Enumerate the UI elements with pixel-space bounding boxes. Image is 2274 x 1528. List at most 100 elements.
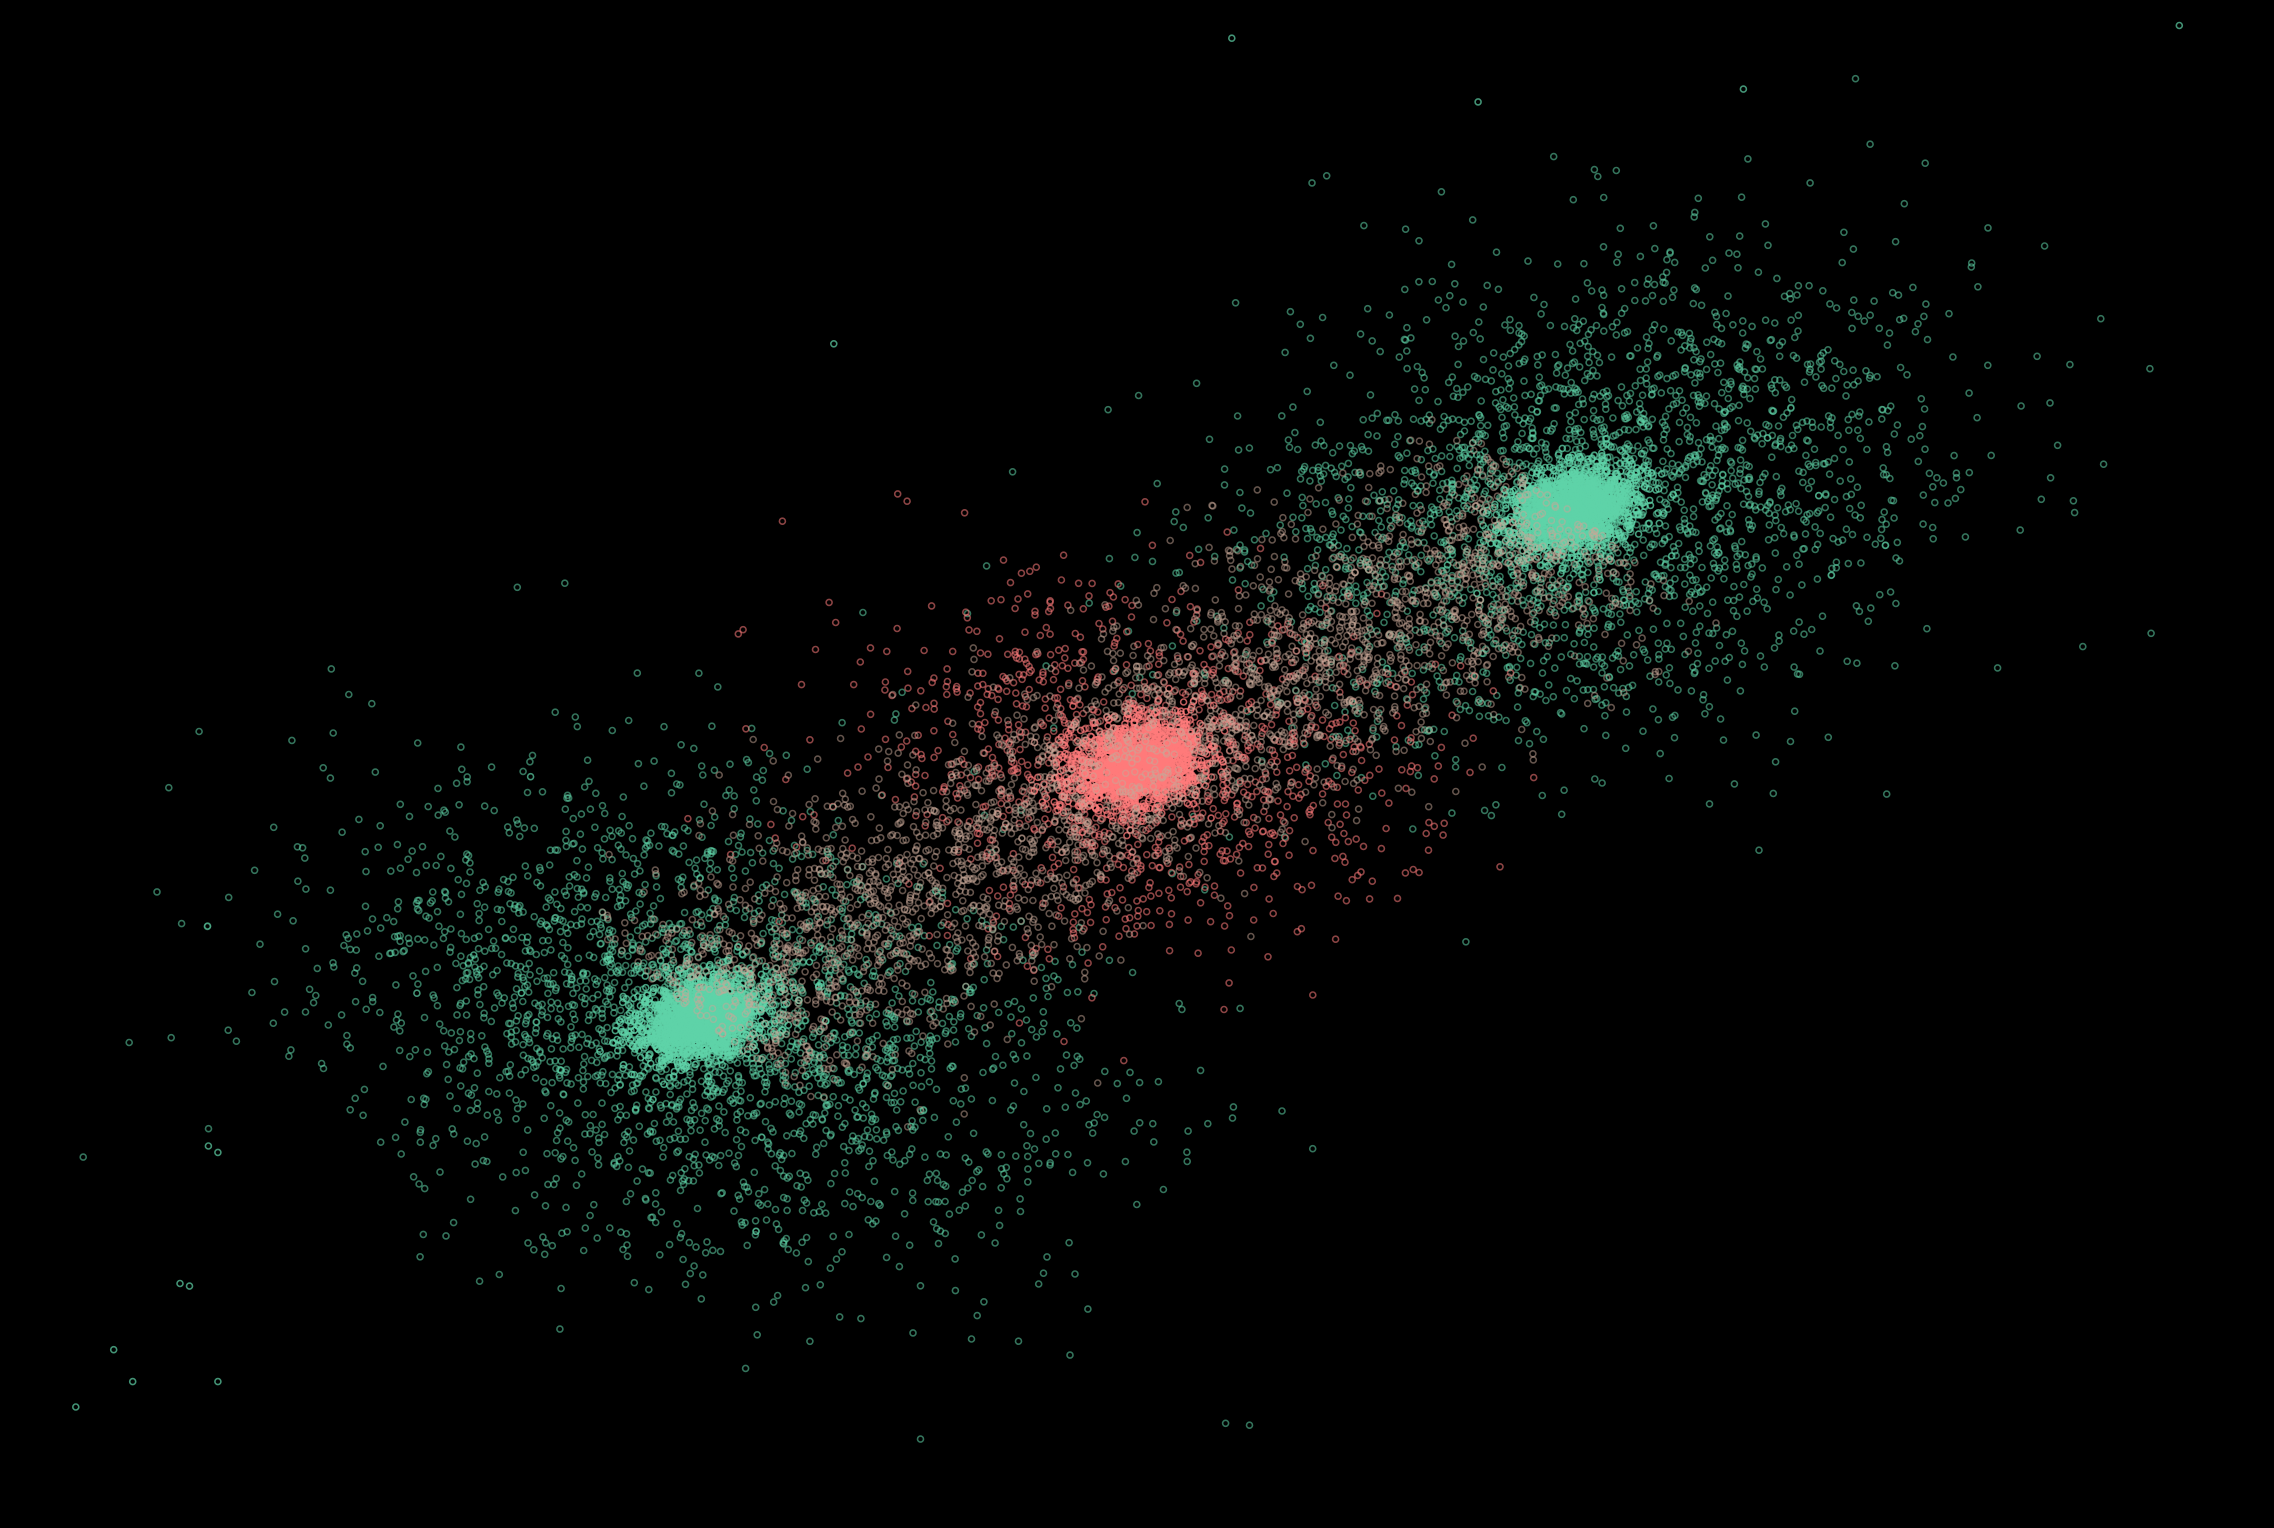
scatter-point bbox=[437, 852, 445, 861]
scatter-point bbox=[630, 870, 639, 878]
scatter-point bbox=[395, 1027, 404, 1035]
scatter-point bbox=[710, 1125, 719, 1133]
scatter-point bbox=[1071, 1089, 1080, 1097]
scatter-point bbox=[580, 1052, 589, 1061]
scatter-point bbox=[1876, 590, 1884, 599]
scatter-point bbox=[355, 815, 363, 824]
scatter-point bbox=[593, 1234, 602, 1242]
scatter-point bbox=[746, 1094, 755, 1102]
scatter-point bbox=[250, 866, 259, 875]
scatter-point bbox=[607, 1088, 615, 1097]
scatter-point bbox=[577, 1170, 586, 1178]
scatter-point bbox=[579, 1066, 587, 1075]
scatter-point bbox=[686, 1269, 695, 1278]
scatter-point bbox=[456, 1027, 465, 1036]
scatter-point bbox=[1590, 165, 1599, 174]
scatter-point bbox=[896, 1098, 905, 1106]
scatter-point bbox=[573, 722, 582, 731]
scatter-point bbox=[1308, 179, 1316, 187]
scatter-point bbox=[565, 882, 574, 890]
scatter-point bbox=[866, 1197, 875, 1206]
scatter-point bbox=[912, 1027, 921, 1036]
scatter-point bbox=[588, 1148, 596, 1156]
scatter-point bbox=[916, 1435, 925, 1443]
scatter-point bbox=[1629, 650, 1638, 659]
scatter-point bbox=[625, 978, 633, 986]
scatter-point bbox=[453, 1011, 461, 1019]
scatter-point bbox=[473, 1099, 482, 1107]
scatter-point bbox=[936, 1150, 945, 1158]
scatter-point bbox=[572, 984, 581, 992]
scatter-point bbox=[2040, 242, 2049, 250]
scatter-point bbox=[679, 1255, 687, 1264]
scatter-point bbox=[652, 1088, 660, 1096]
scatter-point bbox=[1723, 676, 1732, 684]
scatter-point bbox=[1599, 193, 1608, 202]
scatter-point bbox=[562, 827, 570, 836]
scatter-point bbox=[1771, 549, 1780, 557]
scatter-point bbox=[734, 1191, 743, 1200]
scatter-point bbox=[547, 998, 555, 1006]
scatter-point bbox=[456, 910, 465, 919]
scatter-point bbox=[834, 1101, 843, 1110]
scatter-point bbox=[1029, 994, 1038, 1002]
scatter-point bbox=[1758, 564, 1767, 572]
scatter-point bbox=[559, 1152, 567, 1161]
scatter-point bbox=[587, 917, 596, 926]
scatter-point bbox=[659, 1153, 667, 1161]
scatter-point bbox=[224, 1026, 232, 1034]
scatter-point bbox=[1175, 999, 1183, 1008]
scatter-point bbox=[933, 941, 941, 950]
scatter-point bbox=[792, 1249, 801, 1257]
scatter-point bbox=[177, 919, 186, 928]
scatter-point bbox=[583, 756, 592, 765]
points-layer bbox=[72, 21, 2184, 1443]
scatter-point bbox=[1772, 472, 1781, 481]
scatter-point bbox=[659, 1143, 668, 1152]
scatter-point bbox=[1168, 642, 1177, 650]
scatter-point bbox=[346, 1106, 355, 1114]
scatter-point bbox=[1845, 458, 1854, 466]
scatter-point bbox=[555, 1109, 564, 1117]
scatter-point bbox=[715, 1068, 724, 1077]
scatter-point bbox=[787, 1055, 796, 1063]
scatter-point bbox=[539, 1078, 548, 1086]
scatter-point bbox=[576, 903, 585, 911]
scatter-point bbox=[737, 1142, 746, 1151]
scatter-point bbox=[516, 901, 524, 910]
scatter-point bbox=[696, 1126, 704, 1134]
scatter-point bbox=[562, 842, 571, 851]
scatter-point bbox=[908, 1189, 917, 1197]
scatter-point bbox=[650, 757, 658, 765]
scatter-point bbox=[701, 1116, 710, 1125]
scatter-point bbox=[665, 1240, 674, 1249]
scatter-point bbox=[1154, 1077, 1163, 1086]
scatter-point bbox=[1580, 638, 1589, 647]
scatter-point bbox=[758, 849, 767, 857]
scatter-point bbox=[391, 1133, 400, 1142]
scatter-point bbox=[969, 1129, 978, 1138]
scatter-point bbox=[1735, 401, 1743, 410]
scatter-point bbox=[475, 916, 483, 925]
scatter-point bbox=[973, 1311, 982, 1320]
scatter-point bbox=[1039, 1007, 1048, 1016]
scatter-point bbox=[720, 1108, 728, 1116]
scatter-point bbox=[733, 1059, 742, 1067]
scatter-point bbox=[512, 1115, 520, 1123]
scatter-point bbox=[560, 579, 569, 588]
scatter-point bbox=[691, 1150, 700, 1159]
scatter-point bbox=[1928, 523, 1937, 532]
scatter-point bbox=[442, 1060, 451, 1069]
scatter-point bbox=[908, 1196, 917, 1205]
scatter-point bbox=[1479, 355, 1488, 364]
scatter-point bbox=[1389, 486, 1398, 495]
scatter-point bbox=[571, 713, 580, 721]
scatter-point bbox=[677, 740, 685, 749]
scatter-point bbox=[599, 1067, 607, 1076]
scatter-point bbox=[1504, 362, 1513, 370]
scatter-point bbox=[1068, 960, 1077, 969]
scatter-point bbox=[904, 1065, 913, 1073]
scatter-point bbox=[1616, 665, 1625, 674]
scatter-point bbox=[853, 1189, 862, 1198]
